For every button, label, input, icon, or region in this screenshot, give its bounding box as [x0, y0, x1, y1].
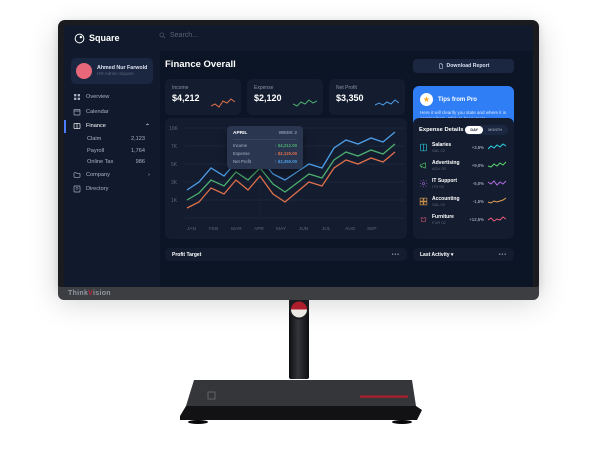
svg-text:7K: 7K: [171, 144, 178, 150]
svg-text:JAN: JAN: [187, 226, 197, 232]
svg-text:FEB: FEB: [209, 226, 218, 232]
svg-text:JUL: JUL: [322, 226, 331, 232]
svg-text:3K: 3K: [171, 180, 178, 186]
svg-text:JUN: JUN: [299, 226, 309, 232]
svg-text:APR: APR: [254, 226, 264, 232]
svg-text:MAY: MAY: [276, 226, 287, 232]
svg-text:10K: 10K: [169, 126, 179, 132]
svg-text:1K: 1K: [171, 198, 178, 204]
svg-text:SEP: SEP: [367, 226, 377, 232]
svg-text:MAR: MAR: [231, 226, 242, 232]
svg-text:AUG: AUG: [345, 226, 356, 232]
svg-text:5K: 5K: [171, 162, 178, 168]
